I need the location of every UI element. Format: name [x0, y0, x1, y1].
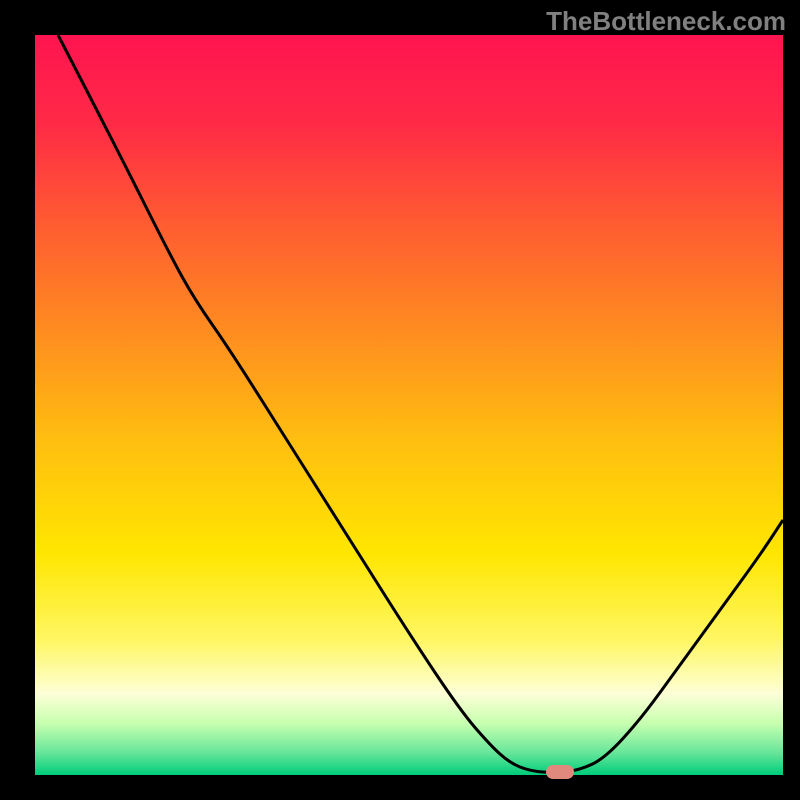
watermark-text: TheBottleneck.com	[546, 6, 786, 37]
optimal-marker	[546, 765, 574, 779]
curve-layer	[0, 0, 800, 800]
chart-container: TheBottleneck.com	[0, 0, 800, 800]
bottleneck-curve	[58, 35, 783, 772]
